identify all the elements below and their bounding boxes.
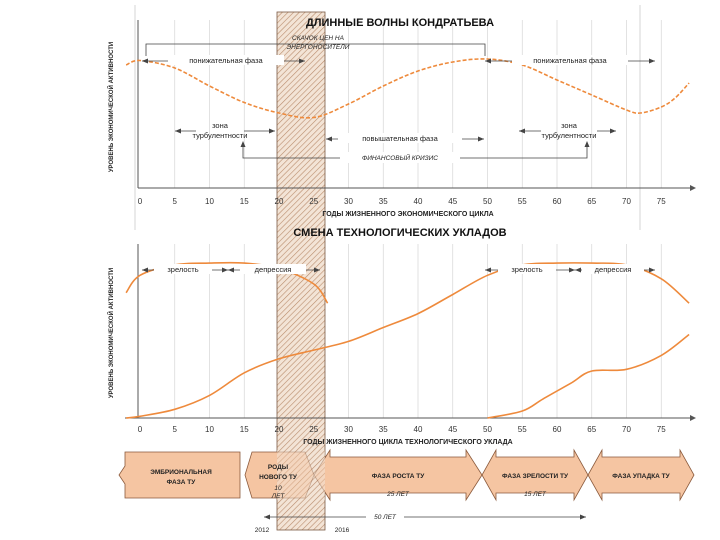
x-tick-label: 30	[344, 197, 353, 206]
x-tick-label: 45	[448, 425, 457, 434]
turbulence-right: зона турбулентности	[519, 121, 616, 140]
year-end-label: 2016	[335, 527, 350, 534]
growth-years-label: 25 ЛЕТ	[386, 491, 410, 498]
x-tick-label: 60	[553, 425, 562, 434]
turbulence-right-line2: турбулентности	[542, 131, 597, 140]
fifty-years-label: 50 ЛЕТ	[374, 514, 397, 521]
x-tick-label: 5	[173, 425, 178, 434]
embryo-phase-arrow	[118, 451, 241, 499]
growth-label: ФАЗА РОСТА ТУ	[372, 473, 426, 480]
maturity-right-arrow: зрелость	[485, 264, 575, 274]
up-phase-label: повышательная фаза	[362, 134, 438, 143]
cycle-bracket	[145, 43, 486, 56]
series-line-old-mode	[125, 261, 329, 304]
top-chart-x-ticks: 0 5 10 15 20 25 30 35 40 45 50 55 60 65 70 75	[138, 197, 666, 206]
depression-left-arrow: депрессия	[228, 264, 320, 274]
shock-zone-overlay	[277, 450, 325, 500]
bottom-chart-title: СМЕНА ТЕХНОЛОГИЧЕСКИХ УКЛАДОВ	[293, 227, 506, 239]
turbulence-left: зона турбулентности	[175, 121, 275, 140]
embryo-label-line2: ФАЗА ТУ	[167, 479, 197, 486]
financial-crisis-bracket: ФИНАНСОВЫЙ КРИЗИС	[240, 141, 590, 163]
series-line-kondratieff-wave	[125, 58, 690, 119]
maturity-years-label: 15 ЛЕТ	[524, 491, 547, 498]
top-chart-x-title: ГОДЫ ЖИЗНЕННОГО ЭКОНОМИЧЕСКОГО ЦИКЛА	[322, 211, 493, 218]
birth-label-line2: НОВОГО ТУ	[259, 474, 298, 481]
turbulence-left-line2: турбулентности	[193, 131, 248, 140]
x-tick-label: 70	[622, 197, 631, 206]
x-tick-label: 35	[379, 425, 388, 434]
x-tick-label: 25	[309, 197, 318, 206]
series-line-rising-mode	[125, 262, 690, 419]
x-tick-label: 65	[587, 425, 596, 434]
x-tick-label: 35	[379, 197, 388, 206]
birth-label-line4: ЛЕТ	[271, 493, 286, 500]
depression-left-label: депрессия	[255, 265, 292, 274]
fifty-years-bracket: 50 ЛЕТ	[264, 512, 586, 522]
shock-label-line1: СКАЧОК ЦЕН НА	[292, 35, 344, 42]
x-tick-label: 20	[275, 425, 284, 434]
turbulence-right-line1: зона	[561, 121, 578, 130]
financial-crisis-label: ФИНАНСОВЫЙ КРИЗИС	[362, 153, 438, 162]
bottom-chart-axes	[125, 244, 696, 421]
x-tick-label: 15	[240, 425, 249, 434]
decline-phase-arrow	[587, 448, 695, 502]
maturity-label: ФАЗА ЗРЕЛОСТИ ТУ	[502, 473, 569, 480]
maturity-phase-arrow	[481, 448, 589, 502]
top-chart-axes	[137, 20, 696, 191]
decline-label: ФАЗА УПАДКА ТУ	[612, 473, 670, 480]
x-tick-label: 50	[483, 425, 492, 434]
maturity-left-label: зрелость	[167, 265, 198, 274]
birth-label-line3: 10	[274, 485, 282, 492]
series-line-next-mode	[487, 333, 690, 419]
depression-right-arrow: депрессия	[575, 264, 655, 274]
x-tick-label: 50	[483, 197, 492, 206]
x-tick-label: 60	[553, 197, 562, 206]
x-tick-label: 55	[518, 425, 527, 434]
x-tick-label: 0	[138, 425, 143, 434]
x-tick-label: 10	[205, 197, 214, 206]
turbulence-left-line1: зона	[212, 121, 229, 130]
x-tick-label: 25	[309, 425, 318, 434]
x-tick-label: 70	[622, 425, 631, 434]
x-tick-label: 45	[448, 197, 457, 206]
chart-curves	[125, 58, 690, 419]
up-phase-arrow: повышательная фаза	[326, 133, 484, 143]
top-chart-y-title: УРОВЕНЬ ЭКОНОМИЧЕСКОЙ АКТИВНОСТИ	[107, 42, 115, 172]
x-tick-label: 10	[205, 425, 214, 434]
x-tick-label: 55	[518, 197, 527, 206]
bottom-chart-y-title: УРОВЕНЬ ЭКОНОМИЧЕСКОЙ АКТИВНОСТИ	[107, 268, 115, 398]
down-phase-left-arrow: понижательная фаза	[142, 55, 305, 65]
embryo-label-line1: ЭМБРИОНАЛЬНАЯ	[150, 469, 212, 476]
x-tick-label: 40	[414, 197, 423, 206]
x-tick-label: 30	[344, 425, 353, 434]
x-tick-label: 65	[587, 197, 596, 206]
x-tick-label: 75	[657, 425, 666, 434]
bottom-chart-x-title: ГОДЫ ЖИЗНЕННОГО ЦИКЛА ТЕХНОЛОГИЧЕСКОГО У…	[303, 439, 512, 446]
x-tick-label: 40	[414, 425, 423, 434]
down-phase-right-label: понижательная фаза	[533, 56, 607, 65]
down-phase-left-label: понижательная фаза	[189, 56, 263, 65]
x-tick-label: 0	[138, 197, 143, 206]
maturity-right-label: зрелость	[511, 265, 542, 274]
x-tick-label: 15	[240, 197, 249, 206]
x-tick-label: 5	[173, 197, 178, 206]
top-chart-title: ДЛИННЫЕ ВОЛНЫ КОНДРАТЬЕВА	[306, 17, 494, 29]
shock-label-line2: ЭНЕРГОНОСИТЕЛИ	[287, 44, 350, 51]
birth-label-line1: РОДЫ	[268, 464, 288, 471]
x-tick-label: 20	[275, 197, 284, 206]
down-phase-right-arrow: понижательная фаза	[485, 55, 655, 65]
depression-right-label: депрессия	[595, 265, 632, 274]
bottom-chart-x-ticks: 0 5 10 15 20 25 30 35 40 45 50 55 60 65 70 75	[138, 425, 666, 434]
maturity-left-arrow: зрелость	[142, 264, 228, 274]
x-tick-label: 75	[657, 197, 666, 206]
year-start-label: 2012	[255, 527, 270, 534]
